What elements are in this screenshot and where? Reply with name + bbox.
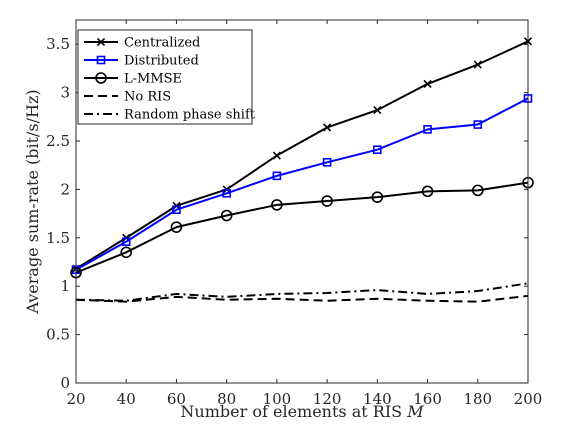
y-tick-label: 1.5: [46, 229, 70, 247]
x-tick-label: 60: [167, 390, 186, 408]
data-point-l-mmse: [371, 191, 384, 203]
legend: Centralized Distributed L-MMSE No RIS Random…: [77, 29, 256, 125]
data-point-centralized: [323, 123, 332, 132]
data-point-distributed: [322, 157, 332, 167]
data-point-l-mmse: [220, 209, 233, 222]
x-tick-label: 120: [313, 390, 342, 408]
legend-item-l-mmse: L-MMSE: [84, 72, 182, 87]
y-tick-label: 3: [60, 84, 70, 102]
legend-label: Centralized: [124, 36, 200, 51]
legend-item-centralized: Centralized: [84, 36, 200, 51]
data-point-centralized: [473, 60, 482, 69]
x-tick-label: 180: [463, 390, 492, 408]
data-point-distributed: [172, 205, 181, 215]
data-point-l-mmse: [421, 185, 434, 198]
y-tick-label: 3.5: [46, 35, 70, 53]
series-line-distributed: [75, 97, 529, 271]
y-tick-label: 2: [60, 180, 70, 198]
legend-label: No RIS: [124, 90, 171, 105]
data-point-distributed: [272, 171, 282, 181]
data-point-distributed: [222, 188, 231, 198]
y-tick-label: 1: [60, 277, 70, 295]
legend-item-no-ris: No RIS: [84, 90, 171, 105]
x-axis-label-text: Number of elements at RIS: [180, 402, 402, 421]
data-point-centralized: [423, 79, 432, 88]
x-axis-label: Number of elements at RIS M: [180, 402, 424, 421]
x-tick-label: 160: [413, 390, 442, 408]
x-tick-label: 200: [514, 390, 543, 408]
data-point-l-mmse: [471, 184, 484, 197]
legend-label: L-MMSE: [124, 72, 182, 87]
x-tick-label: 140: [363, 390, 392, 408]
x-axis-label-variable: M: [406, 402, 424, 421]
x-tick-label: 40: [117, 390, 136, 408]
data-point-l-mmse: [120, 246, 133, 259]
legend-item-distributed: Distributed: [84, 54, 199, 69]
y-axis-label: Average sum-rate (bit/s/Hz): [23, 89, 42, 314]
legend-label: Distributed: [124, 54, 199, 69]
legend-marker: [95, 72, 107, 84]
data-point-distributed: [473, 120, 483, 129]
series-line-l-mmse: [75, 181, 529, 274]
series-line-centralized: [75, 40, 529, 270]
data-point-distributed: [423, 125, 432, 134]
data-point-l-mmse: [321, 195, 333, 207]
y-tick-label: 2.5: [46, 132, 70, 150]
legend-item-random-phase-shift: Random phase shift: [84, 108, 256, 123]
data-point-centralized: [272, 151, 281, 160]
data-point-l-mmse: [271, 199, 283, 211]
y-tick-label: 0.5: [46, 326, 70, 344]
data-point-l-mmse: [170, 221, 183, 233]
data-point-distributed: [121, 237, 131, 246]
legend-marker: [96, 55, 106, 65]
y-tick-label: 0: [60, 374, 70, 392]
plot-frame: [75, 19, 529, 384]
data-point-distributed: [373, 145, 382, 155]
data-point-centralized: [373, 105, 382, 115]
x-tick-label: 80: [217, 390, 236, 408]
series-no-ris: [75, 294, 529, 303]
legend-marker: [96, 37, 106, 47]
x-tick-label: 100: [263, 390, 292, 408]
legend-label: Random phase shift: [124, 108, 256, 123]
series-line-no-ris: [75, 294, 529, 303]
x-tick-label: 20: [66, 390, 85, 408]
